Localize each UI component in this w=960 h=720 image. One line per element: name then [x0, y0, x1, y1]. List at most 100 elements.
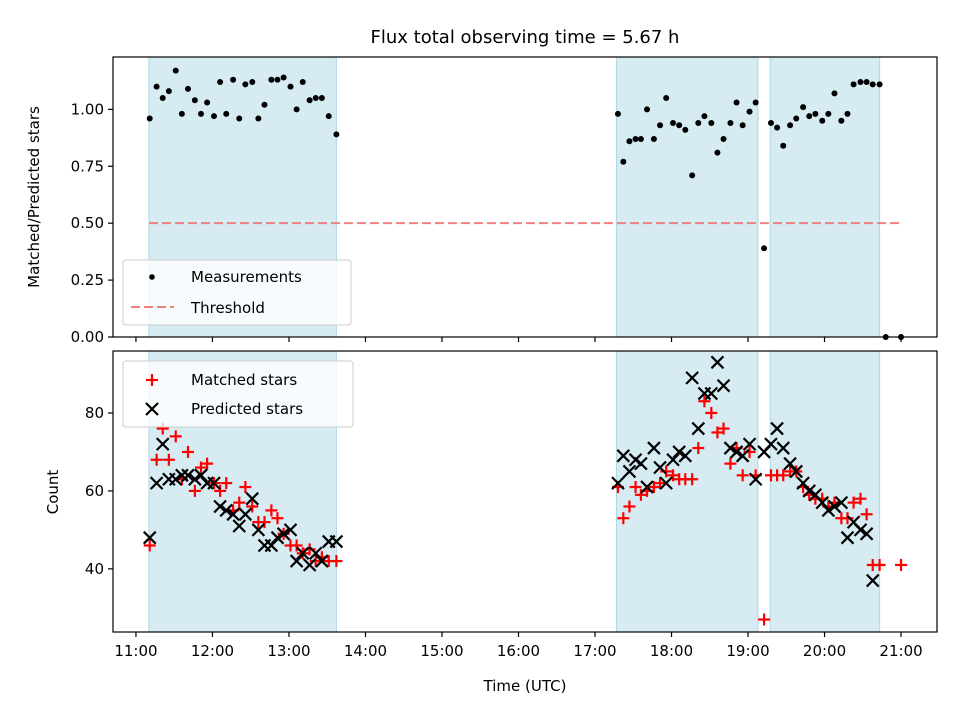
measurement-point — [701, 113, 708, 120]
measurement-point — [333, 131, 340, 138]
predicted-stars-point — [194, 468, 208, 483]
measurement-point — [787, 122, 794, 129]
predicted-stars-point — [716, 378, 731, 393]
matched-stars-point — [201, 457, 214, 470]
matched-stars-point — [623, 500, 636, 513]
measurement-point — [637, 135, 644, 142]
predicted-stars-point — [723, 441, 738, 455]
matched-stars-point — [629, 481, 642, 494]
matched-stars-point — [717, 422, 730, 435]
predicted-stars-point — [776, 441, 790, 455]
predicted-stars-point — [616, 449, 631, 463]
predicted-stars-point — [149, 476, 164, 490]
predicted-stars-point — [276, 527, 291, 541]
measurement-point — [312, 94, 319, 101]
matched-stars-point — [169, 430, 182, 443]
measurement-point — [850, 81, 857, 88]
measurement-point — [663, 94, 670, 101]
matched-stars-point — [705, 406, 718, 419]
predicted-stars-point — [640, 480, 654, 494]
predicted-stars-point — [251, 523, 266, 537]
measurement-point — [261, 101, 268, 108]
measurement-point — [614, 110, 621, 117]
observing-span — [615, 56, 759, 338]
predicted-stars-point — [245, 491, 260, 506]
x-tick-label: 12:00 — [191, 642, 234, 660]
ratio-panel-frame — [112, 56, 938, 338]
measurement-point — [714, 149, 721, 156]
predicted-stars-point — [232, 519, 247, 533]
matched-stars-point — [854, 492, 867, 505]
measurement-point — [806, 113, 813, 120]
measurement-point — [204, 99, 211, 106]
matched-stars-point — [162, 453, 175, 466]
predicted-stars-point — [840, 530, 855, 545]
matched-stars-point — [194, 461, 207, 474]
y-tick-label: 1.00 — [71, 100, 104, 118]
predicted-stars-point — [672, 445, 686, 459]
predicted-stars-point — [770, 421, 784, 436]
matched-stars-point — [265, 504, 278, 517]
measurement-point — [682, 126, 689, 133]
predicted-stars-point — [238, 507, 253, 522]
ratio-y-axis-label: Matched/Predicted stars — [25, 106, 43, 288]
measurement-point — [172, 67, 179, 74]
predicted-stars-point — [659, 476, 673, 490]
measurement-point — [223, 110, 230, 117]
matched-stars-point — [181, 445, 194, 458]
measurement-point — [695, 120, 702, 127]
count-y-axis-label: Count — [44, 470, 62, 515]
legend-predicted: Predicted stars — [191, 400, 303, 418]
measurement-point — [325, 113, 332, 120]
predicted-stars-point — [611, 476, 625, 490]
measurement-point — [746, 108, 753, 115]
measurement-point — [670, 120, 677, 127]
predicted-stars-point — [168, 472, 183, 487]
measurement-point — [197, 110, 204, 117]
x-tick-label: 17:00 — [573, 642, 616, 660]
measurement-point — [676, 122, 683, 129]
matched-stars-point — [150, 453, 163, 466]
matched-stars-point — [214, 484, 227, 497]
measurement-point — [153, 83, 160, 90]
predicted-legend-marker — [145, 402, 159, 416]
measurement-point — [242, 81, 249, 88]
predicted-stars-point — [634, 456, 648, 471]
predicted-stars-point — [653, 460, 667, 475]
x-tick-label: 14:00 — [344, 642, 387, 660]
y-tick-label: 40 — [85, 560, 104, 578]
predicted-stars-point — [226, 507, 240, 522]
measurement-point — [720, 135, 727, 142]
predicted-stars-point — [219, 503, 234, 518]
measurement-point — [210, 113, 217, 120]
predicted-stars-point — [704, 386, 719, 401]
x-tick-label: 15:00 — [420, 642, 463, 660]
measurement-point — [689, 172, 696, 179]
predicted-stars-point — [175, 468, 189, 483]
predicted-stars-point — [647, 441, 661, 455]
measurement-point — [767, 120, 774, 127]
predicted-stars-point — [207, 476, 221, 490]
predicted-stars-point — [329, 534, 344, 549]
predicted-stars-point — [742, 437, 757, 451]
ratio-panel: 0.00 0.25 0.50 0.75 1.00 Matched/Predicted s… — [25, 56, 938, 346]
matched-stars-point — [220, 477, 233, 490]
measurement-point — [293, 106, 300, 113]
matched-stars-point — [271, 512, 284, 525]
measurement-point — [774, 124, 781, 131]
predicted-stars-point — [155, 437, 170, 451]
measurement-point — [274, 76, 281, 83]
measurement-point — [657, 122, 664, 129]
measurement-point — [727, 120, 734, 127]
x-tick-label: 11:00 — [114, 642, 157, 660]
measurement-point — [819, 117, 826, 124]
count-legend: Matched stars Predicted stars — [122, 360, 354, 428]
measurement-point — [230, 76, 237, 83]
matched-stars-point — [711, 426, 724, 439]
count-panel: 40 60 80 11:00 12:00 13:00 14:00 15:00 16:00 17:… — [44, 350, 938, 695]
ratio-legend: Measurements Threshold — [122, 259, 352, 326]
measurement-point — [733, 99, 740, 106]
predicted-stars-point — [710, 355, 725, 370]
predicted-stars-point — [283, 523, 298, 537]
measurement-point — [626, 138, 633, 145]
